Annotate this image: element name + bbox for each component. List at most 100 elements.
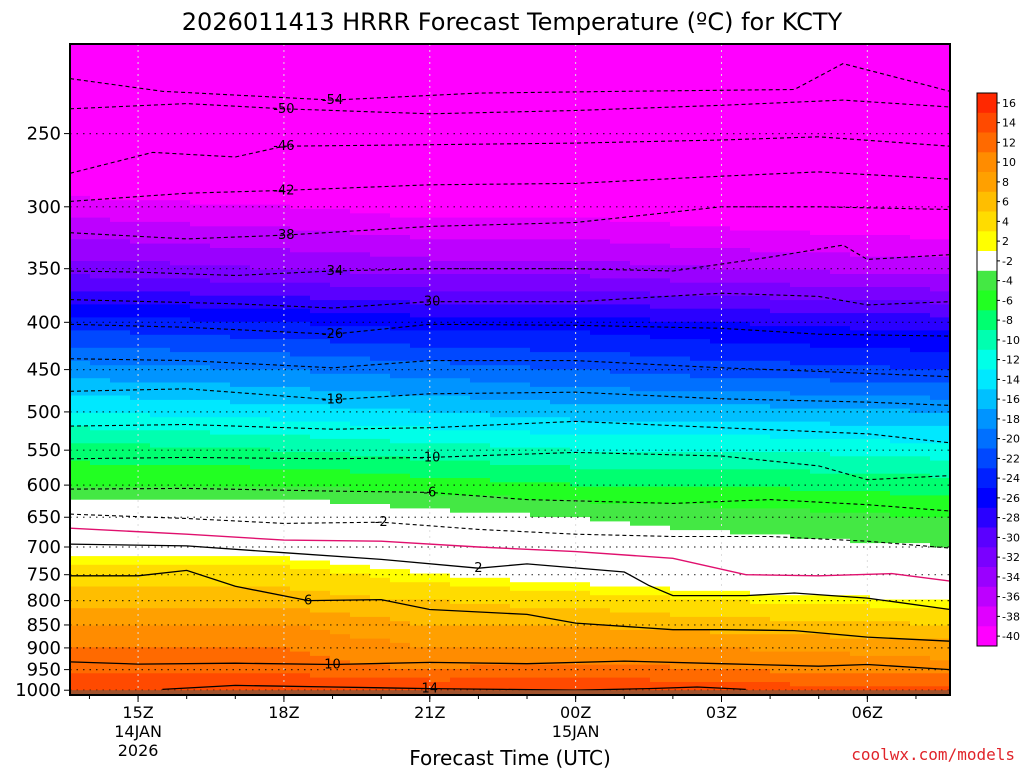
temperature-cell xyxy=(510,48,531,54)
temperature-cell xyxy=(650,564,671,570)
temperature-cell xyxy=(390,386,411,392)
temperature-cell xyxy=(370,504,391,509)
temperature-cell xyxy=(310,156,331,162)
temperature-cell xyxy=(550,378,571,384)
temperature-cell xyxy=(650,586,671,592)
temperature-cell xyxy=(290,352,311,357)
temperature-cell xyxy=(650,130,671,136)
temperature-cell xyxy=(230,491,251,496)
temperature-cell xyxy=(170,57,191,62)
temperature-cell xyxy=(470,504,491,509)
temperature-cell xyxy=(670,682,691,687)
temperature-cell xyxy=(170,582,191,588)
temperature-cell xyxy=(170,664,191,670)
temperature-cell xyxy=(410,538,431,544)
temperature-cell xyxy=(110,473,131,479)
temperature-cell xyxy=(390,304,411,310)
temperature-cell xyxy=(470,404,491,410)
temperature-cell xyxy=(430,482,451,488)
temperature-cell xyxy=(250,221,271,227)
temperature-cell xyxy=(270,330,291,336)
temperature-cell xyxy=(690,135,711,140)
temperature-cell xyxy=(370,669,391,674)
temperature-cell xyxy=(570,278,591,284)
temperature-cell xyxy=(450,373,471,379)
temperature-cell xyxy=(410,460,431,466)
temperature-cell xyxy=(170,148,191,154)
temperature-cell xyxy=(410,495,431,501)
temperature-cell xyxy=(710,195,731,201)
temperature-cell xyxy=(330,308,351,314)
temperature-cell xyxy=(130,182,151,188)
temperature-cell xyxy=(610,560,631,566)
temperature-cell xyxy=(230,52,251,58)
temperature-cell xyxy=(510,78,531,84)
temperature-cell xyxy=(250,208,271,214)
temperature-cell xyxy=(370,373,391,379)
temperature-cell xyxy=(330,221,351,227)
temperature-cell xyxy=(90,564,111,570)
temperature-cell xyxy=(530,417,551,423)
temperature-cell xyxy=(170,642,191,648)
temperature-cell xyxy=(450,582,471,588)
temperature-cell xyxy=(150,191,171,197)
temperature-cell xyxy=(590,534,611,540)
temperature-cell xyxy=(530,465,551,470)
temperature-cell xyxy=(670,256,691,262)
temperature-cell xyxy=(450,664,471,670)
temperature-cell xyxy=(570,74,591,80)
temperature-cell xyxy=(250,191,271,197)
temperature-cell xyxy=(410,313,431,318)
temperature-cell xyxy=(130,686,151,692)
temperature-cell xyxy=(330,156,351,162)
temperature-cell xyxy=(330,599,351,605)
temperature-cell xyxy=(170,291,191,297)
temperature-cell xyxy=(590,339,611,344)
temperature-cell xyxy=(270,282,291,288)
temperature-cell xyxy=(530,291,551,297)
temperature-cell xyxy=(170,347,191,353)
temperature-cell xyxy=(70,130,91,136)
temperature-cell xyxy=(210,543,231,548)
temperature-cell xyxy=(670,491,691,496)
temperature-cell xyxy=(230,44,251,49)
temperature-cell xyxy=(90,126,111,132)
temperature-cell xyxy=(70,178,91,184)
temperature-cell xyxy=(590,278,611,284)
temperature-cell xyxy=(570,404,591,410)
temperature-cell xyxy=(150,308,171,314)
temperature-cell xyxy=(430,564,451,570)
temperature-cell xyxy=(690,65,711,71)
temperature-cell xyxy=(450,391,471,397)
temperature-cell xyxy=(530,486,551,492)
temperature-cell xyxy=(550,616,571,622)
temperature-cell xyxy=(570,495,591,501)
temperature-cell xyxy=(150,70,171,75)
temperature-cell xyxy=(690,261,711,266)
temperature-cell xyxy=(390,252,411,258)
temperature-cell xyxy=(650,204,671,210)
temperature-cell xyxy=(190,248,211,253)
temperature-cell xyxy=(310,165,331,171)
temperature-cell xyxy=(130,517,151,522)
temperature-cell xyxy=(70,352,91,357)
temperature-cell xyxy=(730,226,751,232)
temperature-cell xyxy=(130,217,151,223)
temperature-cell xyxy=(630,317,651,323)
temperature-cell xyxy=(430,135,451,140)
temperature-cell xyxy=(650,334,671,340)
temperature-cell xyxy=(130,208,151,214)
temperature-cell xyxy=(370,221,391,227)
temperature-cell xyxy=(290,560,311,566)
temperature-cell xyxy=(190,360,211,366)
temperature-cell xyxy=(210,308,231,314)
temperature-cell xyxy=(410,52,431,58)
temperature-cell xyxy=(690,551,711,557)
temperature-cell xyxy=(490,139,511,145)
temperature-cell xyxy=(150,135,171,140)
temperature-cell xyxy=(590,143,611,149)
temperature-cell xyxy=(590,221,611,227)
temperature-cell xyxy=(70,534,91,540)
temperature-cell xyxy=(570,647,591,653)
temperature-cell xyxy=(110,126,131,132)
